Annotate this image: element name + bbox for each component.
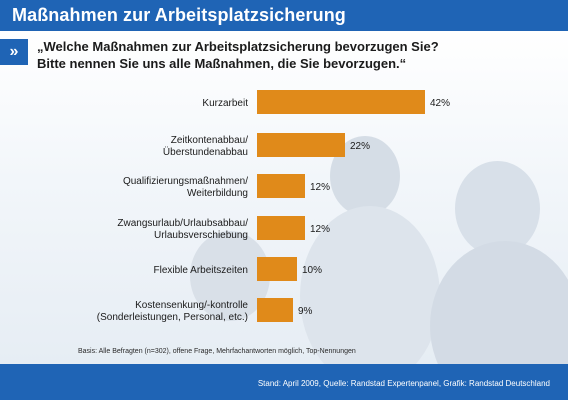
category-label-5-1: (Sonderleistungen, Personal, etc.) [97,312,248,323]
survey-question: „Welche Maßnahmen zur Arbeitsplatzsicher… [37,38,562,72]
category-label-0-0: Kurzarbeit [202,98,248,109]
bar-0 [257,90,425,114]
value-label-2: 12% [310,182,330,193]
footer-bar: Stand: April 2009, Quelle: Randstad Expe… [0,364,568,400]
question-arrow-icon: » [0,39,28,65]
category-label-5-0: Kostensenkung/-kontrolle [135,300,248,311]
question-line-1: „Welche Maßnahmen zur Arbeitsplatzsicher… [37,39,439,54]
category-label-3-1: Urlaubsverschiebung [154,230,248,241]
value-label-5: 9% [298,306,313,317]
bar-5 [257,298,293,322]
bar-2 [257,174,305,198]
bar-4 [257,257,297,281]
category-label-2-1: Weiterbildung [187,188,248,199]
chart-footnote: Basis: Alle Befragten (n=302), offene Fr… [78,348,356,355]
bar-1 [257,133,345,157]
category-label-3-0: Zwangsurlaub/Urlaubsabbau/ [117,218,248,229]
bar-3 [257,216,305,240]
category-label-1-0: Zeitkontenabbau/ [171,135,249,146]
value-label-4: 10% [302,265,322,276]
photo-person-right [455,161,540,256]
question-line-2: Bitte nennen Sie uns alle Maßnahmen, die… [37,56,407,71]
source-credit: Stand: April 2009, Quelle: Randstad Expe… [257,379,550,388]
photo-person-center-body [300,206,440,364]
category-label-4-0: Flexible Arbeitszeiten [154,265,249,276]
value-label-0: 42% [430,98,450,109]
category-label-1-1: Überstundenabbau [163,146,248,158]
bar-chart: 42% Kurzarbeit 22% Zeitkontenabbau/Überstun… [97,90,450,323]
value-label-3: 12% [310,224,330,235]
category-label-2-0: Qualifizierungsmaßnahmen/ [123,176,248,187]
header-bar: Maßnahmen zur Arbeitsplatzsicherung [0,0,568,31]
value-label-1: 22% [350,141,370,152]
page-title: Maßnahmen zur Arbeitsplatzsicherung [12,5,346,25]
photo-person-left [190,231,270,321]
